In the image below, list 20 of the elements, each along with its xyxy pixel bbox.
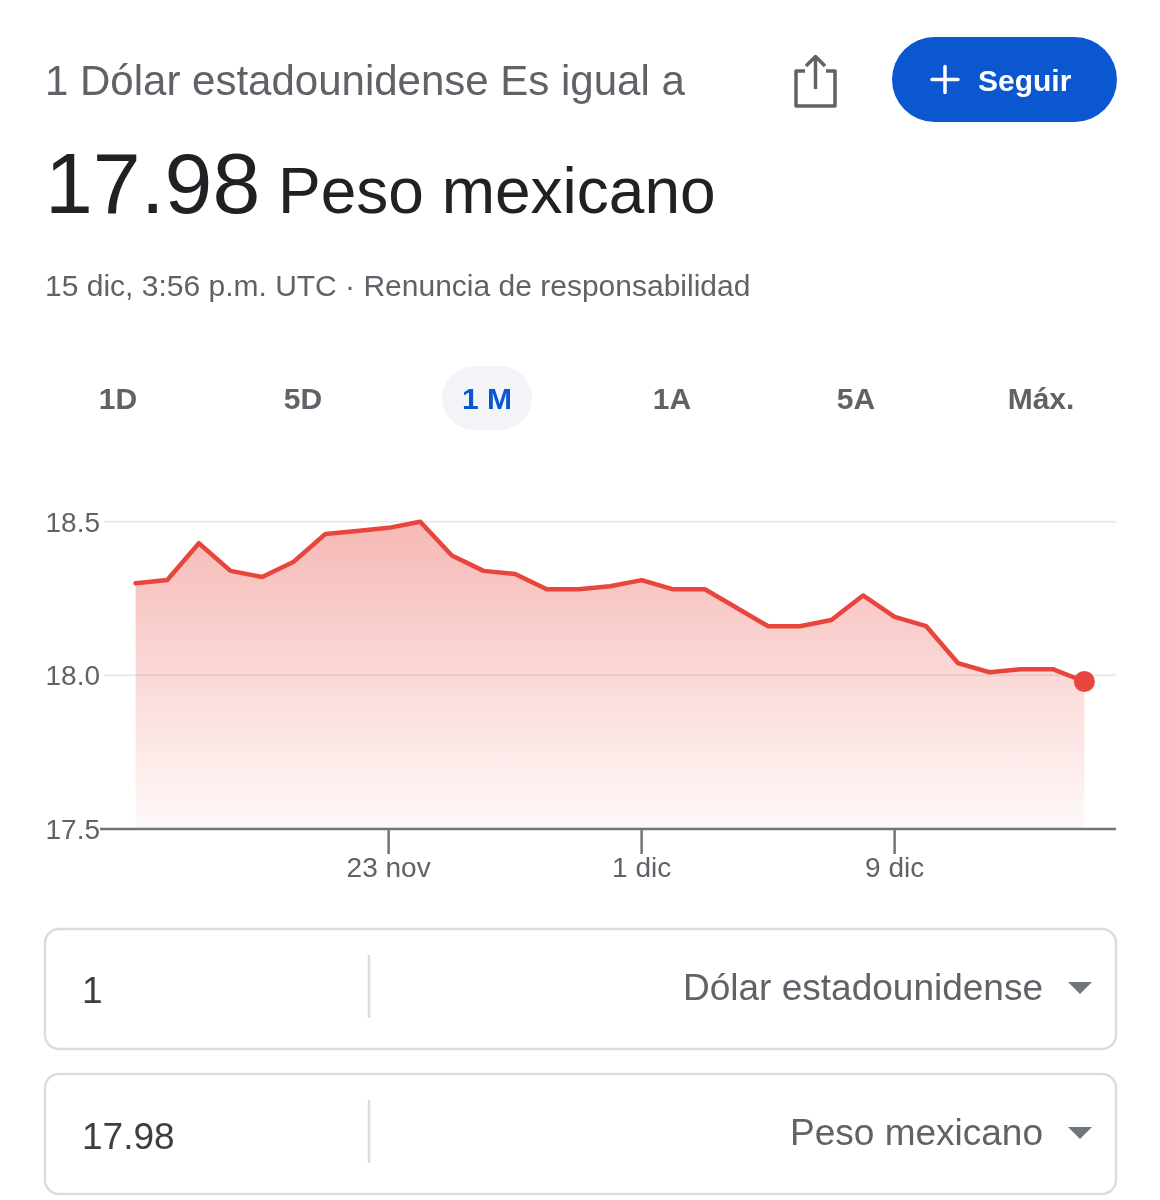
- text: 15 dic, 3:56 p.m. UTC · Renuncia de responsabilidad: [45, 269, 751, 302]
- y-tick-label: 17.5: [45, 813, 100, 845]
- text: 17.98: [82, 1116, 175, 1157]
- chart-title: 1 Dólar estadounidense Es igual a: [45, 57, 686, 104]
- text: Peso mexicano: [790, 1112, 1043, 1153]
- text: 1 M: [461, 382, 513, 415]
- chart-subtitle: 17.98 Peso mexicano: [45, 135, 716, 231]
- text: 1A: [652, 382, 692, 415]
- y-tick-label: 18.5: [45, 506, 100, 538]
- x-tick-label: 23 nov: [346, 852, 431, 883]
- y-tick-label: 18.0: [45, 660, 100, 692]
- text: 5A: [836, 382, 876, 415]
- x-tick-label: 1 dic: [612, 852, 672, 883]
- text: Dólar estadounidense: [683, 967, 1043, 1008]
- text: 1D: [98, 382, 138, 415]
- text: Seguir: [978, 64, 1072, 97]
- text: Máx.: [1007, 382, 1075, 415]
- text: 5D: [283, 382, 323, 415]
- text: 1: [82, 970, 103, 1011]
- x-tick-label: 9 dic: [865, 852, 925, 883]
